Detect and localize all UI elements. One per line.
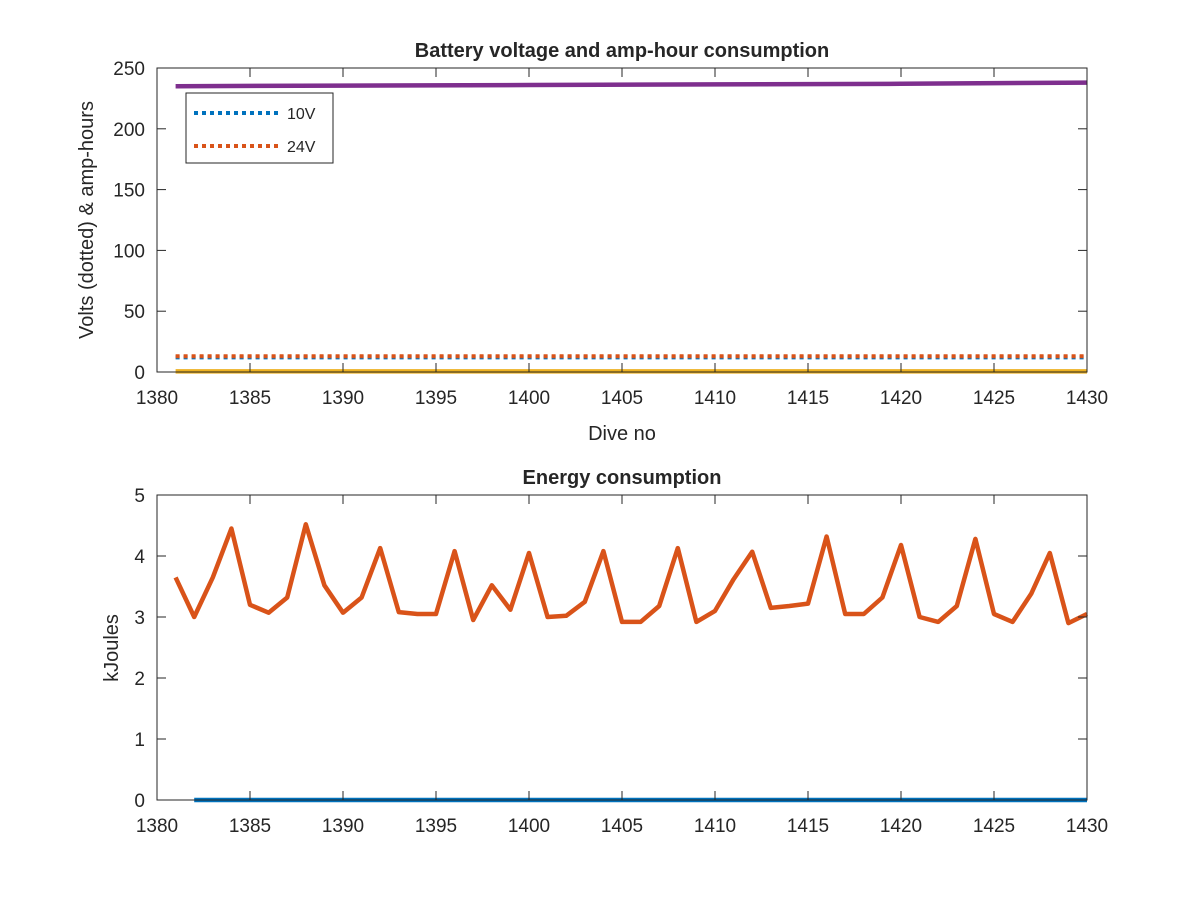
- legend-label-24v: 24V: [287, 139, 316, 156]
- voltage-x-tick-label: 1415: [787, 388, 829, 409]
- voltage-chart: 1380 1385 1390 1395 1400 1405 1410 1415 1420 1425…: [76, 40, 1108, 445]
- voltage-x-tick-label: 1400: [508, 388, 550, 409]
- energy-y-axis-label: kJoules: [101, 614, 123, 682]
- voltage-series-layer: [175, 80, 1088, 374]
- legend-box: [185, 92, 334, 164]
- energy-y-tick-label: 2: [134, 669, 145, 690]
- energy-series-line-2: [173, 522, 1088, 626]
- voltage-x-tick-label: 1390: [322, 388, 364, 409]
- voltage-y-tick-label: 150: [113, 181, 145, 202]
- energy-x-tick-label: 1415: [787, 816, 829, 837]
- voltage-y-tick-label: 50: [124, 302, 145, 323]
- energy-x-tick-label: 1410: [694, 816, 736, 837]
- voltage-x-axis-label: Dive no: [588, 423, 656, 445]
- energy-y-tick-label: 3: [134, 608, 145, 629]
- voltage-x-tick-label: 1405: [601, 388, 643, 409]
- energy-y-tick-label: 1: [134, 730, 145, 751]
- voltage-y-tick-label: 0: [134, 363, 145, 384]
- voltage-ticks-layer: 1380 1385 1390 1395 1400 1405 1410 1415 1420 1425…: [113, 59, 1108, 409]
- energy-x-tick-label: 1385: [229, 816, 271, 837]
- voltage-x-tick-label: 1385: [229, 388, 271, 409]
- voltage-x-tick-label: 1425: [973, 388, 1015, 409]
- voltage-chart-title: Battery voltage and amp-hour consumption: [415, 40, 829, 62]
- voltage-y-axis-label: Volts (dotted) & amp-hours: [76, 101, 98, 339]
- energy-x-tick-label: 1390: [322, 816, 364, 837]
- energy-x-tick-label: 1430: [1066, 816, 1108, 837]
- legend-label-10v: 10V: [287, 106, 316, 123]
- voltage-x-tick-label: 1380: [136, 388, 178, 409]
- energy-plot-area: [157, 495, 1087, 800]
- voltage-x-tick-label: 1410: [694, 388, 736, 409]
- energy-x-tick-label: 1400: [508, 816, 550, 837]
- energy-x-tick-label: 1420: [880, 816, 922, 837]
- energy-y-tick-label: 0: [134, 791, 145, 812]
- energy-ticks-layer: 1380 1385 1390 1395 1400 1405 1410 1415 1420 1425…: [134, 486, 1108, 837]
- voltage-y-tick-label: 100: [113, 241, 145, 262]
- energy-y-tick-label: 5: [134, 486, 145, 507]
- energy-x-tick-label: 1425: [973, 816, 1015, 837]
- voltage-x-tick-label: 1395: [415, 388, 457, 409]
- voltage-x-tick-label: 1430: [1066, 388, 1108, 409]
- voltage-y-tick-label: 200: [113, 120, 145, 141]
- energy-x-tick-label: 1395: [415, 816, 457, 837]
- voltage-y-tick-label: 250: [113, 59, 145, 80]
- voltage-x-tick-label: 1420: [880, 388, 922, 409]
- voltage-series-line-4: [175, 80, 1088, 89]
- energy-y-tick-label: 4: [134, 547, 145, 568]
- energy-x-tick-label: 1405: [601, 816, 643, 837]
- energy-chart-title: Energy consumption: [523, 467, 722, 489]
- energy-x-tick-label: 1380: [136, 816, 178, 837]
- voltage-legend: 10V 24V: [185, 92, 334, 164]
- energy-chart: 1380 1385 1390 1395 1400 1405 1410 1415 1420 1425…: [101, 467, 1108, 837]
